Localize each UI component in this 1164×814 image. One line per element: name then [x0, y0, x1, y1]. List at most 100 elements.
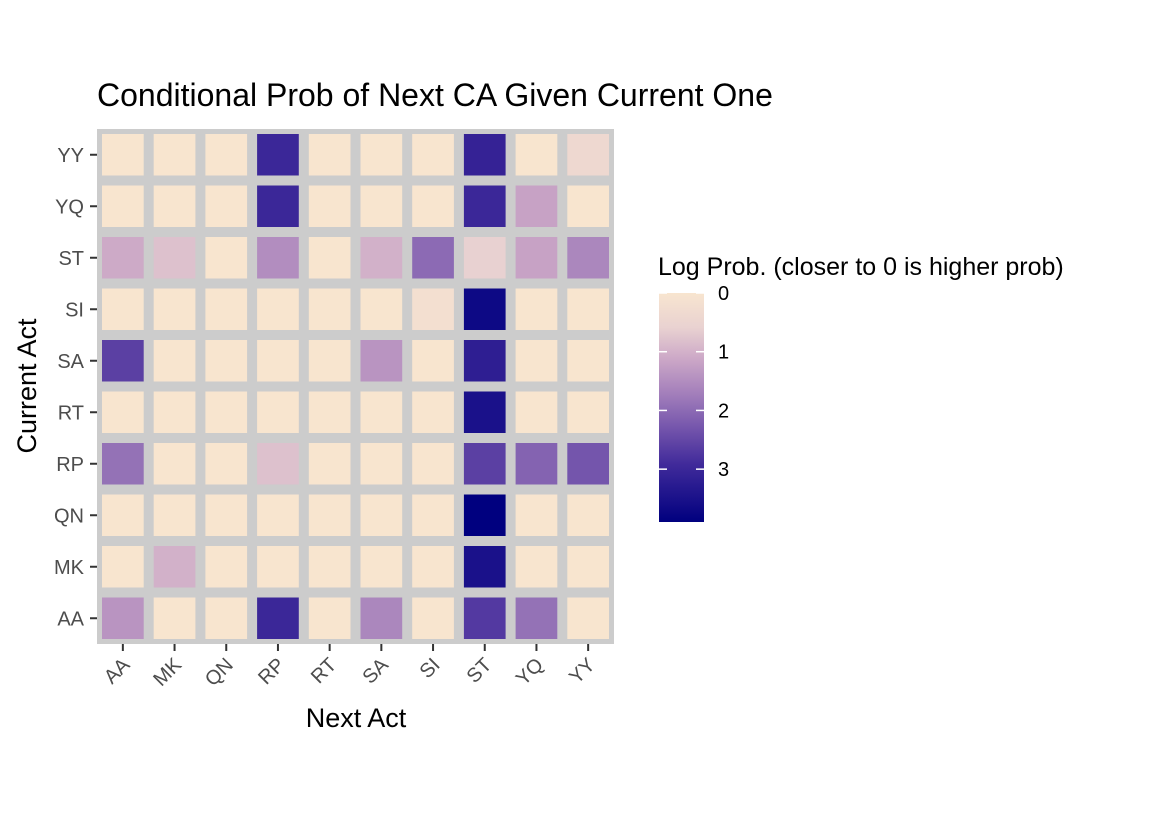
chart-title: Conditional Prob of Next CA Given Curren…: [97, 77, 773, 113]
heatmap-cell-yq-st: [463, 185, 506, 227]
heatmap-cell-mk-si: [412, 546, 454, 588]
heatmap-cell-qn-sa: [360, 494, 403, 536]
y-tick-label: QN: [54, 505, 84, 527]
heatmap-cell-rp-qn: [205, 443, 248, 485]
heatmap-cell-rp-yy: [567, 443, 609, 485]
heatmap-cell-yy-rt: [308, 134, 351, 176]
heatmap-cell-si-mk: [153, 288, 196, 330]
heatmap-cell-mk-rp: [257, 546, 299, 588]
x-axis-title: Next Act: [306, 703, 407, 733]
heatmap-cell-rt-rt: [308, 391, 351, 433]
heatmap-cell-sa-si: [412, 340, 454, 382]
heatmap-cell-qn-yy: [567, 494, 609, 536]
x-tick-label: SA: [358, 654, 393, 689]
heatmap-cell-si-si: [412, 288, 454, 330]
heatmap-cell-yq-yq: [515, 185, 558, 227]
heatmap-cell-sa-sa: [360, 340, 403, 382]
heatmap-cell-sa-rt: [308, 340, 351, 382]
heatmap-cell-yq-aa: [102, 185, 144, 227]
x-tick-label: ST: [463, 654, 497, 688]
heatmap-cell-yy-aa: [102, 134, 144, 176]
heatmap-cell-rp-aa: [102, 443, 144, 485]
heatmap-cell-yq-si: [412, 185, 454, 227]
heatmap-cell-yy-mk: [153, 134, 196, 176]
heatmap-cell-rt-qn: [205, 391, 248, 433]
heatmap-cell-st-qn: [205, 237, 248, 279]
x-tick-label: MK: [149, 654, 186, 691]
legend-break-label: 3: [718, 459, 729, 481]
heatmap-cell-si-rp: [257, 288, 299, 330]
heatmap-cell-yq-yy: [567, 185, 609, 227]
heatmap-cell-aa-yy: [567, 597, 609, 639]
x-tick-label: SI: [416, 654, 445, 683]
heatmap-cell-sa-qn: [205, 340, 248, 382]
heatmap-cell-rt-yq: [515, 391, 558, 433]
heatmap-cell-yq-rp: [257, 185, 299, 227]
heatmap-cell-aa-st: [463, 597, 506, 639]
y-tick-label: YY: [57, 145, 84, 167]
heatmap-cell-qn-si: [412, 494, 454, 536]
heatmap-cell-si-yy: [567, 288, 609, 330]
heatmap-cell-st-sa: [360, 237, 403, 279]
heatmap-cell-si-st: [463, 288, 506, 330]
y-axis-title: Current Act: [12, 318, 42, 454]
heatmap-cell-st-rt: [308, 237, 351, 279]
heatmap-cell-yy-rp: [257, 134, 299, 176]
heatmap-cell-yq-qn: [205, 185, 248, 227]
heatmap-cell-rp-st: [463, 443, 506, 485]
heatmap-cell-rt-sa: [360, 391, 403, 433]
y-tick-label: MK: [54, 557, 85, 579]
y-tick-label: RT: [58, 402, 84, 424]
y-tick-label: RP: [56, 454, 84, 476]
legend-title: Log Prob. (closer to 0 is higher prob): [658, 253, 1064, 281]
legend-break-label: 0: [718, 283, 729, 305]
heatmap-cell-qn-mk: [153, 494, 196, 536]
heatmap-cell-sa-st: [463, 340, 506, 382]
heatmap-cell-st-st: [463, 237, 506, 279]
y-tick-label: AA: [57, 608, 84, 630]
heatmap-cell-rp-rp: [257, 443, 299, 485]
heatmap-cell-mk-yq: [515, 546, 558, 588]
heatmap-cell-qn-aa: [102, 494, 144, 536]
heatmap-cell-rt-yy: [567, 391, 609, 433]
heatmap-cell-yy-qn: [205, 134, 248, 176]
y-tick-label: ST: [58, 248, 84, 270]
heatmap-cell-rp-si: [412, 443, 454, 485]
heatmap-cell-mk-mk: [153, 546, 196, 588]
x-tick-label: QN: [201, 654, 238, 691]
heatmap-cell-mk-qn: [205, 546, 248, 588]
heatmap-cell-st-rp: [257, 237, 299, 279]
x-tick-label: RT: [307, 654, 341, 688]
heatmap-cell-si-qn: [205, 288, 248, 330]
x-tick-label: YQ: [512, 654, 548, 690]
heatmap-cell-mk-yy: [567, 546, 609, 588]
heatmap-cell-rt-rp: [257, 391, 299, 433]
heatmap-cell-yy-sa: [360, 134, 403, 176]
legend-break-label: 2: [718, 400, 729, 422]
heatmap-cell-qn-yq: [515, 494, 558, 536]
heatmap-cell-st-aa: [102, 237, 144, 279]
heatmap-cell-aa-rt: [308, 597, 351, 639]
heatmap-cell-rp-sa: [360, 443, 403, 485]
heatmap-cell-yq-mk: [153, 185, 196, 227]
heatmap-cell-mk-rt: [308, 546, 351, 588]
heatmap-cell-yy-si: [412, 134, 454, 176]
y-tick-label: YQ: [55, 196, 84, 218]
heatmap-cell-qn-qn: [205, 494, 248, 536]
heatmap-cell-rt-mk: [153, 391, 196, 433]
heatmap-cell-sa-mk: [153, 340, 196, 382]
heatmap-cell-aa-aa: [102, 597, 144, 639]
x-tick-label: YY: [565, 654, 599, 688]
legend-colorbar: [659, 293, 704, 522]
heatmap-cell-yq-rt: [308, 185, 351, 227]
heatmap-cell-aa-rp: [257, 597, 299, 639]
x-tick-label: RP: [254, 654, 289, 689]
legend-break-label: 1: [718, 342, 729, 364]
heatmap-cell-si-rt: [308, 288, 351, 330]
heatmap-cell-sa-aa: [102, 340, 144, 382]
heatmap-cell-qn-st: [463, 494, 506, 536]
x-tick-label: AA: [100, 654, 135, 689]
heatmap-cell-aa-sa: [360, 597, 403, 639]
heatmap-cell-aa-qn: [205, 597, 248, 639]
